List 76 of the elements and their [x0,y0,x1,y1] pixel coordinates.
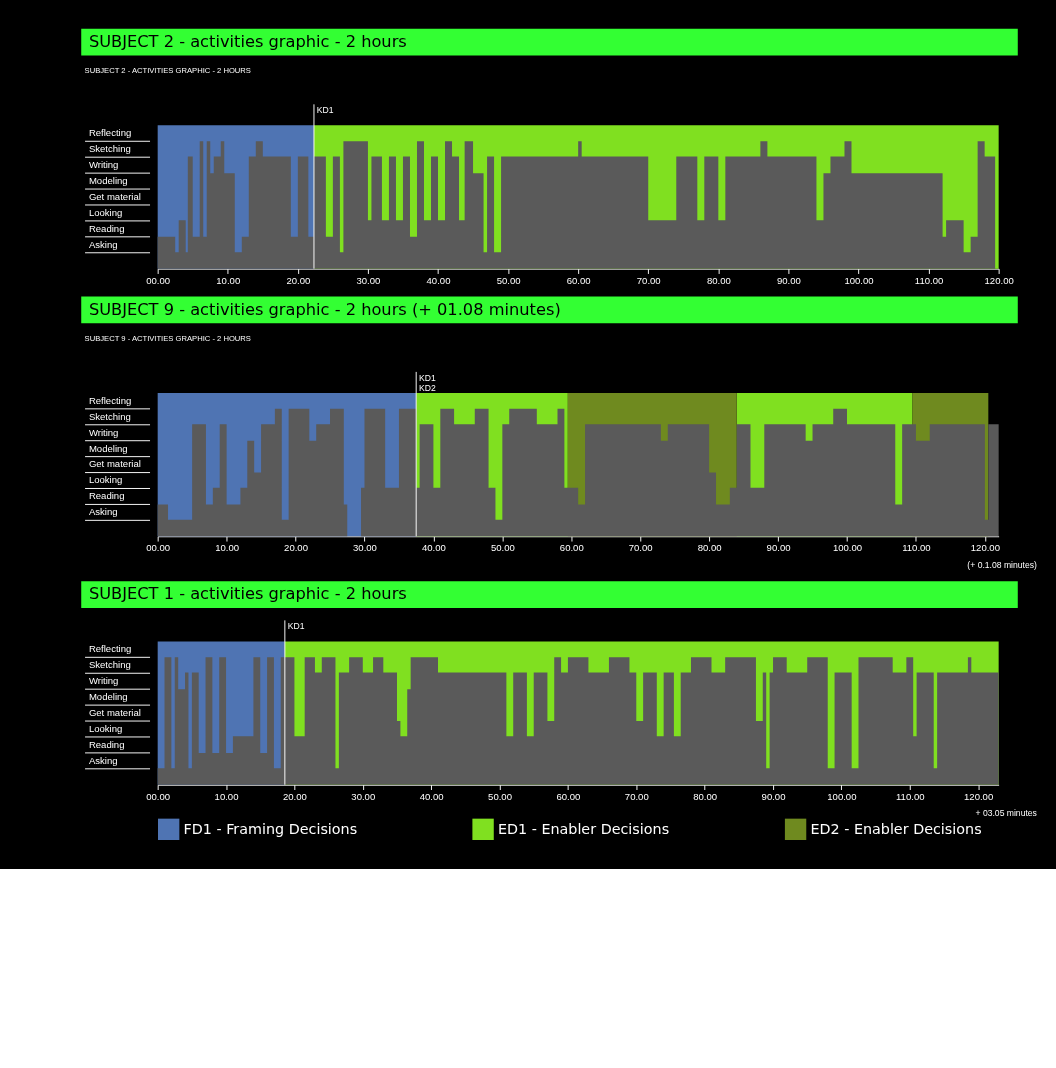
text: Get material [88,190,141,202]
x-tick-label: 70.00 [636,274,661,286]
x-tick-label: 80.00 [697,542,722,554]
text: + 03.05 minutes [975,808,1037,819]
text: Modeling [88,442,128,454]
text: Looking [88,474,123,486]
x-tick-label: 40.00 [419,790,444,802]
x-tick-label: 90.00 [776,274,801,286]
text: Modeling [88,174,128,186]
x-tick-label: 60.00 [556,790,581,802]
x-tick-label: 30.00 [356,274,381,286]
x-tick-label: 70.00 [624,790,649,802]
text: (+ 0.1.08 minutes) [967,559,1038,570]
chart-subtitle: SUBJECT 2 - ACTIVITIES GRAPHIC - 2 HOURS [84,66,251,76]
text: Sketching [88,659,131,671]
text: Modeling [88,691,128,703]
text: Reflecting [88,643,132,655]
x-tick-label: 00.00 [146,790,171,802]
x-tick-label: 110.00 [914,274,944,286]
x-tick-label: 10.00 [216,274,241,286]
x-tick-label: 100.00 [844,274,874,286]
x-tick-label: 10.00 [214,790,239,802]
text: Reading [88,738,125,750]
text: Writing [88,159,119,171]
x-tick-label: 40.00 [426,274,451,286]
chart-subtitle: SUBJECT 9 - ACTIVITIES GRAPHIC - 2 HOURS [84,333,251,343]
text: Get material [88,706,141,718]
x-tick-label: 00.00 [146,274,171,286]
x-tick-label: 10.00 [215,542,240,554]
x-tick-label: 70.00 [628,542,653,554]
x-tick-label: 120.00 [970,542,1000,554]
text: Asking [88,754,118,766]
legend-label: FD1 - Framing Decisions [183,821,358,838]
chart-title: SUBJECT 9 - activities graphic - 2 hours (+ 01.08 minutes) [88,299,561,319]
text: Writing [88,675,119,687]
x-tick-label: 80.00 [693,790,718,802]
x-tick-label: 110.00 [896,790,925,802]
text: Reading [88,222,125,234]
text: Reflecting [88,127,132,139]
x-tick-label: 30.00 [353,542,377,554]
ref-line-label: KD1 [316,104,334,115]
text: Asking [88,506,118,518]
text: Sketching [88,410,131,422]
x-tick-label: 50.00 [496,274,521,286]
chart-title: SUBJECT 1 - activities graphic - 2 hours [88,584,407,604]
x-tick-label: 50.00 [490,542,515,554]
x-tick-label: 50.00 [488,790,512,802]
x-tick-label: 120.00 [964,790,994,802]
x-tick-label: 80.00 [706,274,731,286]
x-tick-label: 30.00 [351,790,376,802]
ref-line-label: KD1 KD2 [419,372,436,394]
x-tick-label: 20.00 [284,542,308,554]
text: Get material [88,458,141,470]
x-tick-label: 60.00 [559,542,584,554]
chart-title: SUBJECT 2 - activities graphic - 2 hours [88,31,407,51]
text: Sketching [88,143,131,155]
text: Writing [88,426,119,438]
ref-line-label: KD1 [287,620,305,631]
x-tick-label: 110.00 [902,542,931,554]
x-tick-label: 60.00 [566,274,591,286]
text: Looking [88,722,123,734]
x-tick-label: 40.00 [421,542,446,554]
text: Reflecting [88,394,132,406]
text: Looking [88,206,123,218]
x-tick-label: 120.00 [984,274,1014,286]
x-tick-label: 00.00 [146,542,171,554]
x-tick-label: 100.00 [832,542,863,554]
legend-label: ED1 - Enabler Decisions [497,821,670,838]
text: Asking [88,238,118,250]
x-tick-label: 100.00 [827,790,857,802]
x-tick-label: 20.00 [282,790,307,802]
text: Reading [88,490,125,502]
x-tick-label: 20.00 [286,274,311,286]
x-tick-label: 90.00 [766,542,791,554]
x-tick-label: 90.00 [761,790,786,802]
legend-label: ED2 - Enabler Decisions [810,821,982,838]
